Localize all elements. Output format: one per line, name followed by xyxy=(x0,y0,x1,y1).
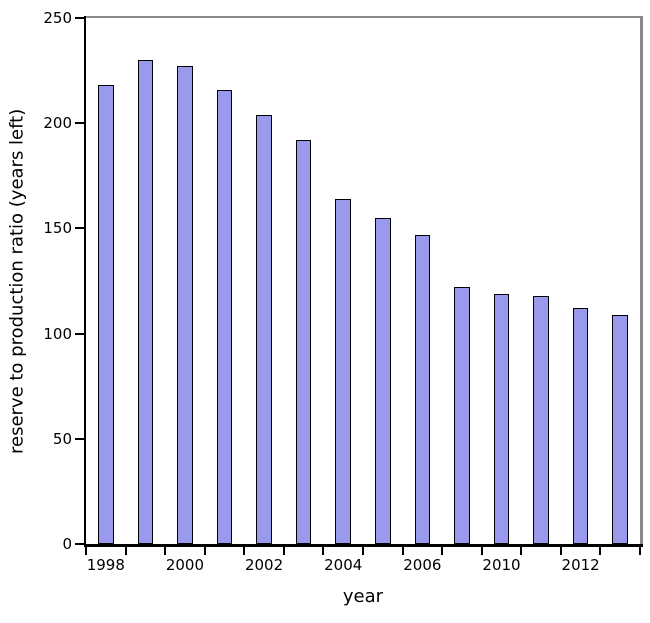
bar-2011 xyxy=(533,295,549,544)
bar-2010 xyxy=(493,293,510,544)
y-axis-title: reserve to production ratio (years left) xyxy=(6,108,28,454)
x-tick xyxy=(164,546,167,555)
x-tick-label: 2012 xyxy=(561,556,600,574)
bar-2003 xyxy=(295,140,312,544)
x-tick xyxy=(243,546,246,555)
bar-2006 xyxy=(414,234,431,544)
x-tick-label: 2004 xyxy=(324,556,363,574)
bar-1999 xyxy=(137,60,154,544)
bar-2013 xyxy=(612,314,628,544)
x-tick xyxy=(362,546,364,555)
bar-2004 xyxy=(335,198,351,544)
x-tick-label: 2002 xyxy=(244,556,284,574)
left-spine xyxy=(83,15,86,547)
x-tick-label: 2006 xyxy=(403,556,442,574)
x-tick xyxy=(599,546,602,555)
bar-2012 xyxy=(572,308,589,544)
x-tick xyxy=(282,546,285,555)
x-tick xyxy=(559,546,562,555)
x-tick xyxy=(203,546,206,555)
x-tick-label: 2000 xyxy=(165,556,205,574)
bar-2001 xyxy=(216,89,233,544)
y-tick-label: 150 xyxy=(43,219,72,238)
bar-1998 xyxy=(98,85,114,544)
x-tick xyxy=(480,546,483,555)
y-tick xyxy=(74,332,84,335)
x-tick xyxy=(401,546,404,555)
right-spine xyxy=(640,15,643,547)
y-tick xyxy=(74,437,84,440)
x-tick-label: 2010 xyxy=(482,556,521,574)
bar-2008 xyxy=(454,287,470,544)
y-tick-label: 200 xyxy=(43,114,72,133)
y-tick-label: 100 xyxy=(43,324,72,343)
y-tick xyxy=(74,122,84,125)
y-tick xyxy=(74,543,84,545)
y-tick xyxy=(74,227,84,230)
bar-2002 xyxy=(256,114,272,544)
x-tick xyxy=(520,546,523,555)
top-spine xyxy=(84,15,643,18)
y-tick-label: 50 xyxy=(52,429,72,448)
x-tick xyxy=(639,546,641,555)
y-tick-label: 250 xyxy=(43,9,72,27)
bar-2005 xyxy=(375,217,391,544)
bar-2000 xyxy=(177,66,193,544)
x-tick xyxy=(85,546,87,555)
x-tick xyxy=(441,546,444,555)
x-tick xyxy=(124,546,127,555)
x-tick-label: 1998 xyxy=(86,556,125,574)
x-tick xyxy=(322,546,325,555)
y-tick xyxy=(74,17,84,19)
bottom-spine xyxy=(83,544,643,547)
x-axis-title: year xyxy=(342,586,384,607)
y-tick-label: 0 xyxy=(62,535,72,553)
